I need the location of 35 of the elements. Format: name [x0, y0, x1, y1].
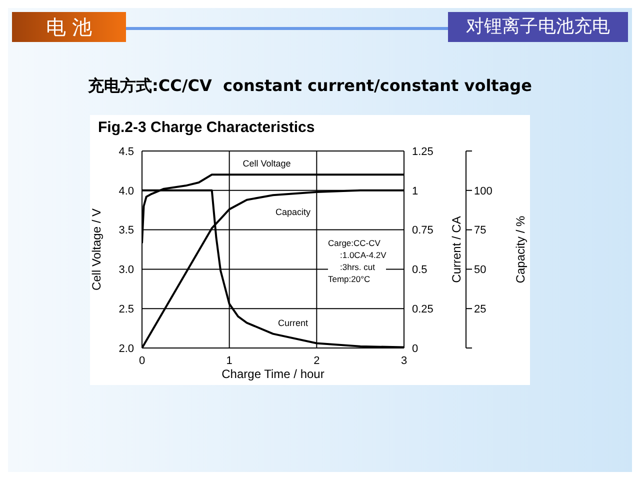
y-tick-label: 2.5: [118, 304, 134, 316]
y-tick-label: 3.0: [118, 264, 134, 276]
y2-tick-label: 1: [412, 185, 418, 198]
x-axis-title: Charge Time / hour: [222, 367, 324, 381]
text: 对锂离子电池充电: [448, 12, 628, 42]
y2-tick-label: 0.25: [412, 304, 434, 316]
x-tick-label: 0: [138, 354, 146, 367]
y2-tick-label: 0: [412, 342, 418, 355]
text: 电 池: [12, 12, 126, 42]
y-tick-label: 4.0: [118, 185, 134, 198]
y3-tick-label: 50: [474, 264, 486, 276]
y2-tick-label: 1.25: [412, 146, 434, 158]
annotation: :3hrs. cut: [339, 261, 376, 273]
series-label: Cell Voltage: [242, 158, 291, 169]
y2-tick-label: 0.5: [412, 264, 428, 276]
y3-tick-label: 75: [474, 224, 486, 237]
y-tick-label: 3.5: [118, 224, 134, 237]
annotation: Temp:20°C: [328, 273, 372, 285]
series-label: Capacity: [275, 207, 312, 218]
x-tick-label: 3: [400, 354, 408, 367]
y3-axis-title: Capacity / %: [513, 215, 528, 284]
y-tick-label: 4.5: [118, 146, 134, 158]
y2-tick-label: 0.75: [412, 224, 434, 237]
y2-axis-title: Current / CA: [449, 216, 464, 283]
y-axis-title: Cell Voltage / V: [89, 208, 104, 291]
y-tick-label: 2.0: [118, 342, 134, 355]
y3-tick-label: 100: [474, 185, 492, 198]
annotation: :1.0CA-4.2V: [339, 249, 386, 261]
x-tick-label: 2: [314, 354, 320, 367]
chart-title: Fig.2-3 Charge Characteristics: [98, 119, 315, 136]
chart-subtitle: 充电方式:CC/CV constant current/constant voltage: [88, 76, 532, 97]
series-label: Current: [278, 318, 308, 328]
annotation: Carge:CC-CV: [328, 237, 382, 249]
x-tick-label: 1: [226, 354, 232, 367]
y3-tick-label: 25: [474, 304, 486, 316]
